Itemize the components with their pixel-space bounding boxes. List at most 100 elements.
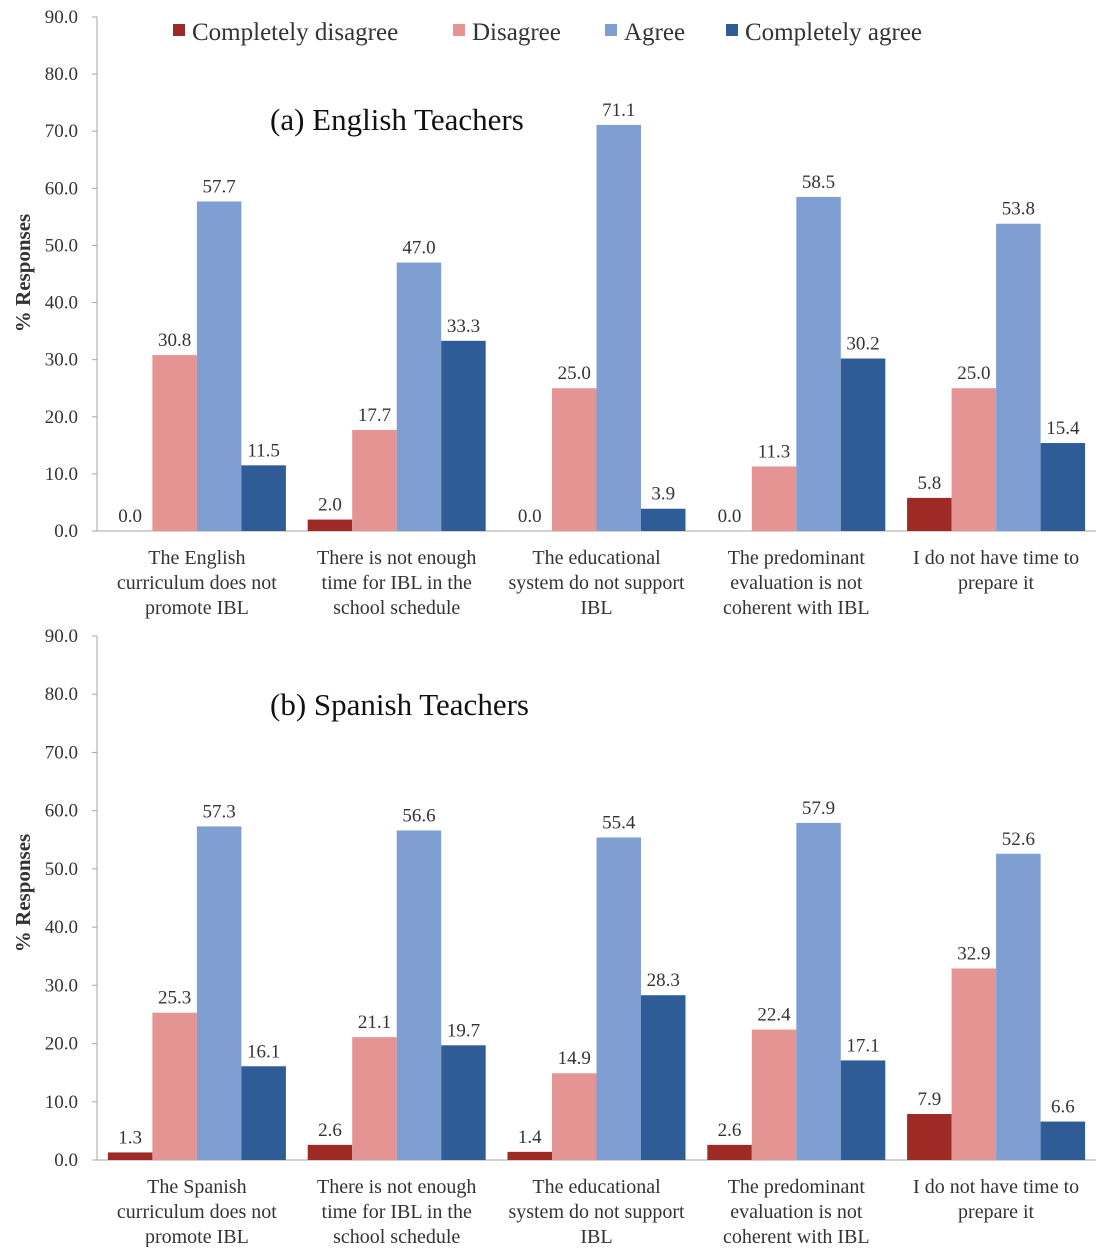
chart-b-y-tick-label: 20.0 [45, 1034, 78, 1055]
chart-b-data-label-agree: 57.9 [802, 798, 835, 819]
chart-a-data-label-agree: 57.7 [203, 176, 236, 197]
chart-b-data-label-completely-disagree: 2.6 [718, 1120, 742, 1141]
chart-a-y-tick-label: 60.0 [45, 178, 78, 199]
chart-a-category-label-line: The English [148, 547, 245, 569]
chart-b-data-label-completely-disagree: 2.6 [318, 1120, 342, 1141]
chart-a-bar-agree [796, 196, 841, 531]
chart-a-y-tick-label: 70.0 [45, 121, 78, 142]
chart-b-data-label-completely-agree: 19.7 [447, 1020, 480, 1041]
chart-b-data-label-disagree: 21.1 [358, 1012, 391, 1033]
chart-a-data-label-disagree: 25.0 [558, 363, 591, 384]
chart-a-category-label-line: school schedule [333, 597, 460, 619]
chart-b-bar-completely-disagree [507, 1151, 552, 1160]
chart-b-bar-agree [196, 826, 242, 1160]
chart-a-bar-agree [396, 262, 442, 531]
chart-b-category-label-line: school schedule [333, 1226, 460, 1247]
chart-a-data-label-completely-agree: 11.5 [247, 440, 280, 461]
chart-a-bar-disagree [152, 355, 197, 531]
chart-b-bar-completely-disagree [307, 1144, 353, 1160]
chart-b-data-label-agree: 57.3 [203, 801, 236, 822]
chart-a-bar-agree [996, 223, 1041, 531]
chart-a-bar-completely-agree [241, 465, 286, 531]
chart-b-bar-completely-disagree [107, 1152, 153, 1160]
chart-b-y-axis-label: % Responses [11, 834, 35, 952]
chart-b-data-label-agree: 52.6 [1002, 829, 1035, 850]
chart-a-category-label-line: promote IBL [145, 597, 249, 619]
chart-b-data-label-disagree: 32.9 [957, 943, 990, 964]
chart-b-category-label-line: coherent with IBL [723, 1226, 870, 1247]
chart-a-bar-completely-disagree [307, 519, 353, 531]
chart-a-data-label-completely-disagree: 0.0 [118, 506, 142, 527]
chart-a-data-label-disagree: 30.8 [158, 330, 191, 351]
chart-a-data-label-agree: 53.8 [1002, 199, 1035, 220]
chart-b-bar-disagree [152, 1012, 197, 1160]
chart-a-data-label-completely-disagree: 0.0 [518, 506, 542, 527]
chart-a-category-label: I do not have time to prepare it [913, 547, 1079, 594]
legend-label-completely-disagree: Completely disagree [192, 19, 398, 46]
chart-a-data-label-completely-disagree: 5.8 [917, 473, 941, 494]
chart-b-y-tick-label: 30.0 [45, 975, 78, 996]
chart-b-bar-completely-agree [241, 1066, 286, 1160]
chart-a-data-label-completely-agree: 30.2 [846, 334, 879, 355]
chart-a-bar-completely-agree [641, 508, 686, 531]
chart-b-bar-completely-agree [441, 1045, 486, 1160]
chart-a-data-label-disagree: 17.7 [358, 405, 391, 426]
chart-b-data-label-completely-disagree: 7.9 [917, 1089, 941, 1110]
chart-a-category-label: The educational system do not support IBL [508, 547, 685, 619]
chart-a-category-label-line: There is not enough [317, 547, 476, 569]
chart-a-bar-disagree [951, 388, 997, 531]
chart-b-bar-completely-disagree [907, 1114, 952, 1160]
chart-a-y-tick-label: 40.0 [45, 293, 78, 314]
chart-a-data-label-completely-agree: 3.9 [651, 484, 675, 505]
chart-a-bar-completely-disagree [907, 497, 952, 531]
chart-b-bar-agree [396, 830, 442, 1160]
chart-b-data-label-agree: 56.6 [402, 805, 435, 826]
chart-a-bar-disagree [352, 429, 397, 531]
chart-a-category-label-line: The educational [532, 547, 661, 569]
chart-a-data-label-completely-disagree: 0.0 [718, 506, 742, 527]
chart-b-bar-disagree [751, 1029, 797, 1160]
chart-b-category-label-line: prepare it [958, 1201, 1035, 1223]
chart-b-y-tick-label: 50.0 [45, 859, 78, 880]
chart-a-category-label-line: prepare it [958, 572, 1035, 594]
chart-b-data-label-agree: 55.4 [602, 812, 636, 833]
chart-b-category-label-line: time for IBL in the [322, 1201, 472, 1223]
chart-b-category-label: The Spanish curriculum does not promote IB… [117, 1176, 277, 1247]
chart-b-category-label-line: curriculum does not [117, 1201, 277, 1223]
chart-b-category-label-line: The Spanish [147, 1176, 246, 1198]
chart-b-bar-completely-agree [840, 1060, 886, 1160]
legend-label-agree: Agree [624, 19, 685, 46]
chart-a-data-label-disagree: 11.3 [758, 441, 791, 462]
chart-b-bar-agree [996, 853, 1041, 1160]
chart-b-data-label-completely-agree: 17.1 [846, 1035, 879, 1056]
chart-a-bar-agree [196, 201, 242, 532]
chart-a-data-label-completely-disagree: 2.0 [318, 495, 342, 516]
chart-b-category-label-line: The educational [532, 1176, 661, 1198]
chart-b-data-label-disagree: 25.3 [158, 988, 191, 1009]
chart-a-data-label-agree: 47.0 [402, 238, 435, 259]
chart-a-data-label-agree: 71.1 [602, 100, 635, 121]
chart-a-bar-completely-agree [1040, 443, 1086, 531]
chart-a-bar-completely-agree [840, 358, 886, 531]
chart-b-data-label-completely-agree: 16.1 [247, 1041, 280, 1062]
chart-a-category-label-line: IBL [580, 597, 612, 619]
chart-a-y-tick-label: 30.0 [45, 350, 78, 371]
chart-a-data-label-completely-agree: 15.4 [1046, 418, 1080, 439]
chart-b-bar-disagree [552, 1073, 597, 1160]
chart-b-bar-agree [596, 837, 641, 1160]
chart-a-category-label-line: curriculum does not [117, 572, 277, 594]
chart-b-bar-completely-disagree [707, 1144, 752, 1160]
chart-b-bar-disagree [352, 1037, 397, 1160]
chart-b-category-label: The predominant evaluation is not coherent… [723, 1176, 870, 1247]
chart-a-bar-completely-agree [441, 340, 486, 531]
chart-a-y-tick-label: 50.0 [45, 235, 78, 256]
chart-b-category-label: The educational system do not support IBL [508, 1176, 685, 1247]
chart-a-category-label: There is not enough time for IBL in the sc… [317, 547, 476, 619]
chart-b-category-label-line: The predominant [728, 1176, 866, 1198]
legend-swatch-disagree [453, 24, 465, 36]
chart-b-y-tick-label: 70.0 [45, 742, 78, 763]
chart-b-y-tick-label: 10.0 [45, 1092, 78, 1113]
chart-a-category-label: The predominant evaluation is not coherent… [723, 547, 870, 619]
chart-a-category-label-line: I do not have time to [913, 547, 1079, 569]
chart-a-bar-disagree [552, 388, 597, 531]
